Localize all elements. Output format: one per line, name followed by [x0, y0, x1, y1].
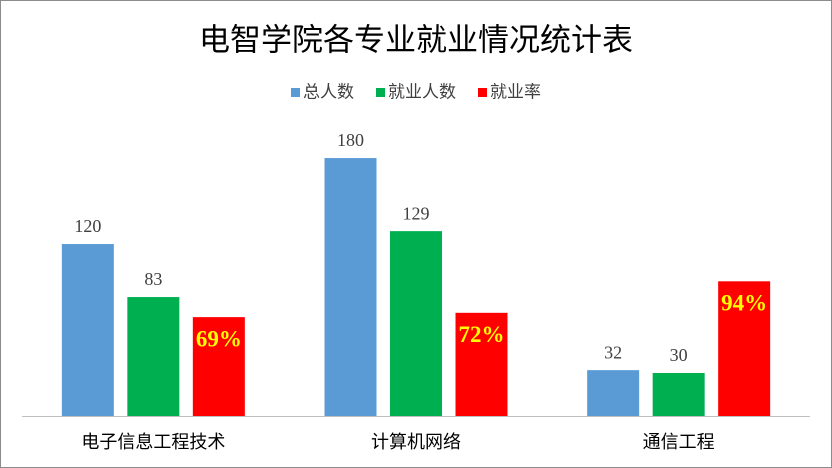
data-label: 94%	[721, 291, 767, 316]
data-label: 180	[337, 130, 364, 150]
legend-swatch	[291, 88, 300, 97]
bar	[652, 373, 705, 416]
chart-title: 电智学院各专业就业情况统计表	[199, 23, 633, 59]
data-label: 69%	[196, 326, 242, 351]
bar	[718, 281, 771, 416]
legend-swatch	[478, 88, 487, 97]
legend-swatch	[376, 88, 385, 97]
bar	[192, 317, 245, 416]
data-label: 83	[144, 269, 162, 289]
data-label: 72%	[459, 322, 505, 347]
legend-label: 就业率	[490, 82, 541, 101]
x-tick-label: 通信工程	[643, 432, 715, 452]
data-label: 30	[670, 345, 688, 365]
x-tick-label: 计算机网络	[371, 432, 461, 452]
legend-label: 就业人数	[388, 82, 456, 101]
legend-label: 总人数	[303, 82, 354, 101]
bar	[127, 297, 180, 416]
data-label: 120	[74, 216, 101, 236]
bar	[61, 244, 114, 416]
bar	[324, 158, 377, 416]
bar	[390, 231, 442, 416]
x-tick-label: 电子信息工程技术	[81, 432, 225, 452]
bar	[455, 312, 508, 416]
data-label: 129	[403, 203, 430, 223]
data-label: 32	[604, 342, 622, 362]
bar	[587, 370, 640, 416]
